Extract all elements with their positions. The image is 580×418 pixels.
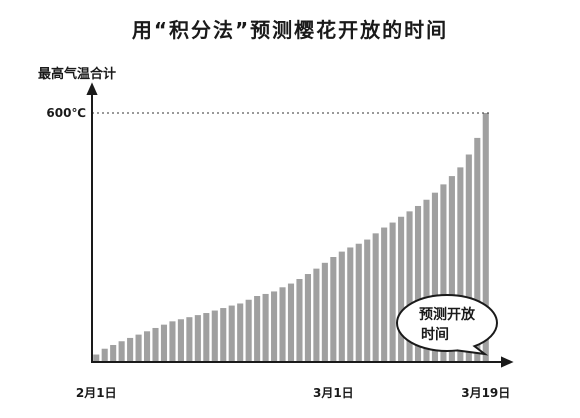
bar-45 bbox=[465, 154, 472, 362]
bar-7 bbox=[143, 331, 151, 362]
bar-33 bbox=[364, 239, 371, 362]
bar-3 bbox=[110, 344, 117, 362]
bar-36 bbox=[389, 222, 396, 362]
bar-18 bbox=[237, 303, 244, 362]
bar-41 bbox=[431, 192, 439, 362]
bar-11 bbox=[177, 319, 184, 362]
bar-44 bbox=[457, 167, 464, 362]
bar-32 bbox=[355, 243, 362, 362]
bar-35 bbox=[381, 227, 388, 362]
bar-10 bbox=[169, 321, 176, 362]
bar-46 bbox=[474, 137, 481, 362]
bar-5 bbox=[127, 337, 134, 362]
bar-14 bbox=[203, 313, 210, 362]
bar-28 bbox=[321, 262, 328, 362]
y-tick-label-600: 600℃ bbox=[46, 106, 86, 120]
bar-31 bbox=[347, 247, 354, 362]
bar-20 bbox=[254, 296, 261, 362]
bar-37 bbox=[398, 216, 405, 362]
chart-title: 用“积分法”预测樱花开放的时间 bbox=[131, 18, 449, 42]
x-ticks-group: 2月1日 3月1日 3月19日 bbox=[76, 386, 510, 400]
bar-26 bbox=[304, 274, 311, 362]
prediction-callout: 预测开放 时间 bbox=[395, 294, 499, 356]
bar-15 bbox=[211, 310, 218, 362]
bar-21 bbox=[262, 293, 269, 362]
bars-group bbox=[93, 113, 489, 363]
bar-24 bbox=[287, 283, 295, 362]
bar-27 bbox=[313, 268, 320, 363]
bar-12 bbox=[186, 317, 193, 362]
bar-13 bbox=[194, 315, 201, 362]
bar-19 bbox=[245, 299, 252, 362]
bar-38 bbox=[406, 211, 413, 362]
x-tick-label: 2月1日 bbox=[76, 386, 117, 400]
bar-47 bbox=[482, 113, 489, 362]
bar-6 bbox=[135, 334, 142, 362]
y-axis-label: 最高气温合计 bbox=[38, 67, 117, 82]
bar-30 bbox=[338, 251, 345, 362]
callout-text-line1: 预测开放 bbox=[419, 306, 476, 323]
bar-43 bbox=[448, 176, 455, 362]
bar-34 bbox=[372, 233, 379, 362]
bar-40 bbox=[423, 199, 430, 362]
bar-9 bbox=[160, 324, 168, 362]
bar-4 bbox=[118, 341, 125, 362]
bar-22 bbox=[271, 291, 278, 362]
bar-2 bbox=[101, 348, 108, 362]
x-tick-label: 3月19日 bbox=[461, 386, 510, 400]
speech-bubble bbox=[395, 294, 499, 356]
bar-8 bbox=[152, 327, 159, 362]
x-tick-label: 3月1日 bbox=[313, 386, 354, 400]
bar-17 bbox=[228, 305, 235, 362]
bar-23 bbox=[279, 287, 286, 362]
bar-1 bbox=[93, 354, 100, 362]
bar-25 bbox=[296, 279, 303, 362]
bar-29 bbox=[330, 257, 337, 362]
bar-39 bbox=[414, 205, 422, 362]
bar-16 bbox=[220, 308, 227, 362]
bar-42 bbox=[440, 184, 447, 362]
callout-text-line2: 时间 bbox=[421, 326, 449, 343]
